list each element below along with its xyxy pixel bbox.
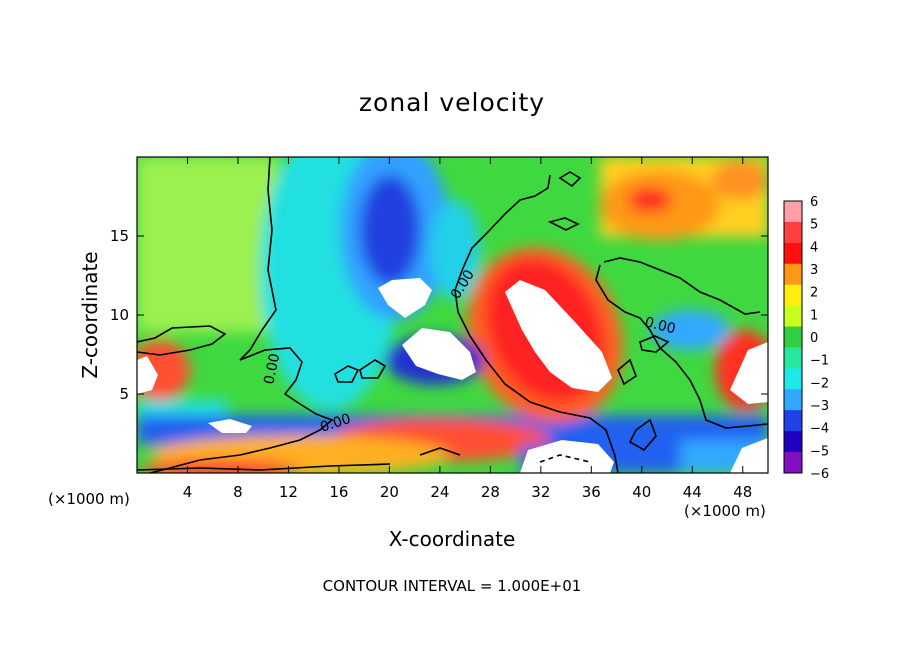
colorbar-swatch: [784, 221, 802, 244]
colorbar-swatch: [784, 368, 802, 390]
colorbar-swatch: [784, 242, 802, 265]
zero-contours: [137, 157, 768, 473]
colorbar-label: 2: [810, 286, 818, 301]
colorbar-label: −3: [810, 399, 829, 414]
colorbar-swatch: [784, 452, 802, 474]
contour-interval-note: CONTOUR INTERVAL = 1.000E+01: [322, 577, 582, 595]
colorbar-label: 6: [810, 195, 818, 210]
x-tick-label: 8: [233, 483, 243, 501]
x-tick-label: 44: [683, 483, 702, 501]
colorbar-swatch: [784, 305, 802, 328]
x-axis-label: X-coordinate: [388, 527, 516, 551]
x-tick-label: 32: [531, 483, 550, 501]
y-tick-label: 5: [119, 385, 129, 403]
colorbar-label: 5: [810, 218, 818, 233]
colorbar-label: 4: [810, 240, 818, 255]
colorbar-label: 1: [810, 308, 818, 323]
x-tick-label: 12: [279, 483, 298, 501]
colorbar-swatch: [784, 263, 802, 286]
colorbar-label: 0: [810, 331, 818, 346]
colorbar-label: −2: [810, 376, 829, 391]
x-unit-label-right: (×1000 m): [684, 502, 766, 520]
contour-label: 0.00: [261, 352, 283, 386]
x-tick-label: 36: [582, 483, 601, 501]
x-tick-label: 20: [380, 483, 399, 501]
x-unit-label-left: (×1000 m): [48, 490, 130, 508]
colorbar-swatch: [784, 389, 802, 411]
x-tick-label: 48: [733, 483, 752, 501]
y-tick-label: 15: [110, 227, 129, 245]
colorbar-frame: [783, 200, 803, 474]
colorbar: 6 5 4 3 2 1 0 −1 −2 −3 −4 −5 −6: [783, 195, 829, 482]
colorbar-label: −1: [810, 354, 829, 369]
y-tick-label: 10: [110, 306, 129, 324]
chart-title: zonal velocity: [358, 88, 546, 117]
x-tick-label: 40: [632, 483, 651, 501]
colorbar-label: −5: [810, 444, 829, 459]
colorbar-label: −4: [810, 422, 829, 437]
colorbar-swatch: [784, 431, 802, 453]
y-axis-ticks: 5 10 15: [110, 227, 768, 403]
contour-label: 0.00: [643, 314, 677, 337]
x-tick-label: 24: [430, 483, 449, 501]
x-axis-ticks: 4 8 12 16 20 24 28 32 36 40 44 48: [183, 157, 752, 501]
colorbar-swatch: [784, 347, 802, 369]
x-tick-label: 16: [329, 483, 348, 501]
colorbar-label: −6: [810, 467, 829, 482]
colorbar-label: 3: [810, 263, 818, 278]
colorbar-swatch: [784, 326, 802, 348]
colorbar-swatch: [784, 284, 802, 307]
colorbar-swatch: [784, 201, 802, 223]
x-tick-label: 4: [183, 483, 193, 501]
heatmap-field: [137, 157, 768, 473]
colorbar-swatch: [784, 410, 802, 432]
x-tick-label: 28: [481, 483, 500, 501]
